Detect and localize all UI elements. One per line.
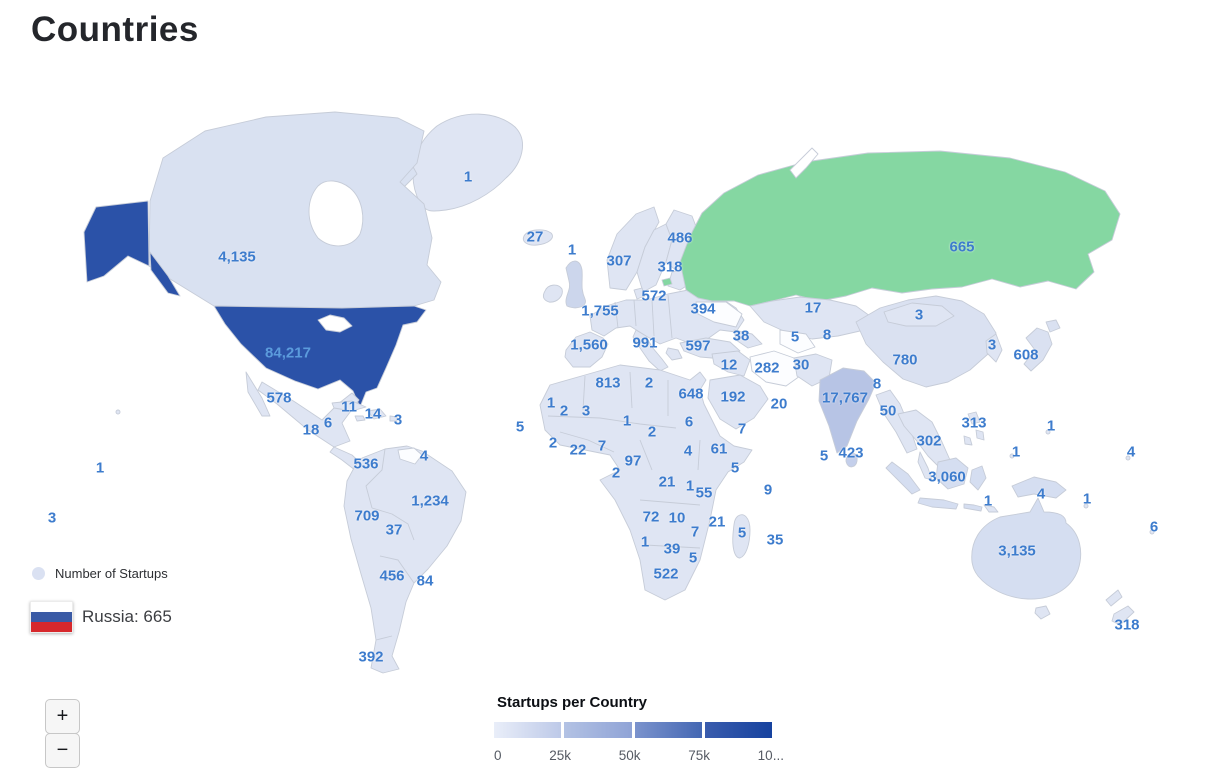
country-russia[interactable] [679,150,1121,307]
color-scale-tick: 75k [688,748,710,763]
country-usa-alaska[interactable] [83,200,150,283]
color-scale-title: Startups per Country [497,694,648,711]
country-japan[interactable] [1023,327,1053,372]
country-greece [665,347,683,361]
country-new-zealand[interactable] [1105,589,1135,626]
country-denmark [633,287,646,300]
country-mexico[interactable] [257,381,360,448]
pacific-islands [115,409,1155,535]
map-legend: Number of Startups [32,566,168,581]
color-scale-tick: 25k [549,748,571,763]
page-title: Countries [31,10,199,49]
color-scale-tick: 10... [757,748,784,763]
country-turkmenistan[interactable] [779,329,816,354]
color-scale-segment [634,722,702,738]
flag-stripe [31,612,72,622]
baja-california [245,371,271,417]
africa-borders [547,371,701,549]
color-scale-bar [494,722,772,738]
color-scale-tick: 0 [494,748,502,763]
alaska-panhandle [149,251,181,297]
country-iran[interactable] [749,350,801,387]
novaya-zemlya [789,147,819,179]
country-venezuela[interactable] [397,447,423,465]
country-indonesia[interactable] [885,457,1067,512]
great-lakes [317,314,353,333]
malay-peninsula [917,451,933,481]
country-india[interactable] [818,367,877,454]
country-mongolia[interactable] [883,302,955,327]
country-madagascar[interactable] [732,514,751,559]
country-norway[interactable] [606,206,660,291]
hudson-bay [308,180,364,247]
country-canada[interactable] [148,111,442,309]
color-scale-ticks: 0 25k 50k 75k 10... [494,748,784,763]
legend-label: Number of Startups [55,566,168,581]
country-sri-lanka[interactable] [845,452,858,468]
kaliningrad [661,277,673,287]
tasmania [1034,605,1051,620]
zoom-in-button[interactable]: + [45,699,80,734]
country-italy[interactable] [632,329,669,372]
caribbean-islands[interactable] [331,400,398,422]
color-scale-segment [564,722,632,738]
country-timor [983,504,999,513]
continent-africa[interactable] [539,364,753,601]
south-america-borders [365,448,415,641]
world-map-canvas[interactable]: 4,135 84,217 1 578 18 6 11 14 3 1 3 536 4 1,234 709 37 4… [0,60,1206,770]
color-scale-segment [704,722,772,738]
country-philippines[interactable] [963,411,985,446]
hokkaido [1045,319,1061,333]
country-saudi-arabia[interactable] [707,374,769,430]
color-scale-tick: 50k [618,748,641,763]
country-spain[interactable] [564,331,609,368]
country-uk[interactable] [565,260,586,309]
country-australia[interactable] [971,497,1082,600]
europe-borders [614,294,673,339]
caucasus [733,329,763,349]
zoom-out-button[interactable]: − [45,733,80,768]
color-scale-legend: Startups per Country 0 25k 50k 75k 10... [494,694,794,763]
flag-stripe [31,602,72,612]
legend-dot-icon [32,567,45,580]
country-iceland[interactable] [522,229,553,246]
tooltip-text: Russia: 665 [82,607,172,626]
hover-tooltip: Russia: 665 [30,601,172,633]
continent-south-america[interactable] [343,445,467,674]
country-iraq[interactable] [711,350,751,377]
country-ireland[interactable] [542,284,563,303]
russia-flag-icon [30,601,73,633]
flag-stripe [31,622,72,632]
country-greenland[interactable] [412,113,523,212]
country-ukraine[interactable] [695,301,743,328]
zoom-controls: + − [45,699,80,768]
color-scale-segment [494,722,562,738]
country-korea[interactable] [985,333,1003,363]
country-myanmar[interactable] [875,389,918,454]
country-usa[interactable] [213,305,427,408]
country-kazakhstan[interactable] [749,296,871,340]
